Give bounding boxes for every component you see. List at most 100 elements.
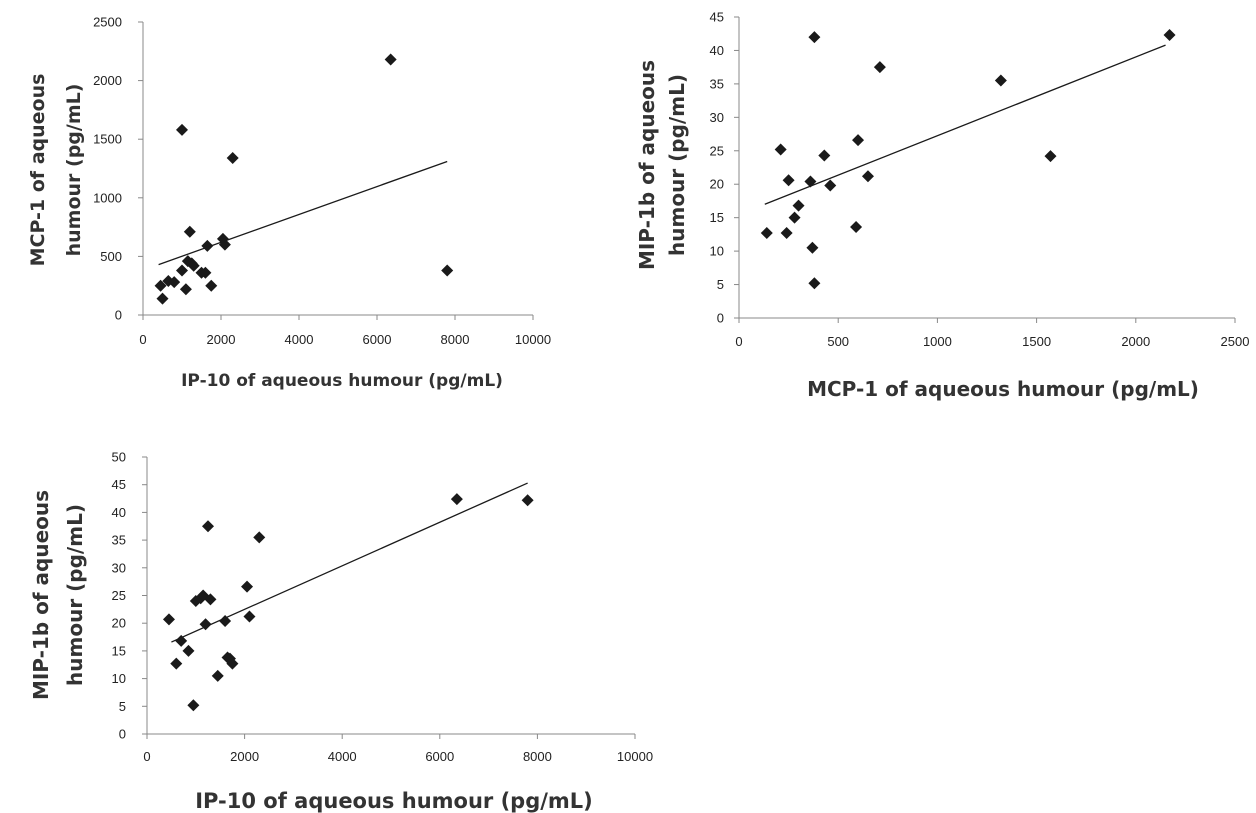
x-tick-label: 1500 [1022,334,1051,349]
data-point [205,279,218,292]
data-point [219,614,232,627]
data-point [788,211,801,224]
trend-line [158,160,448,266]
y-tick-label: 20 [112,616,126,631]
x-tick-label: 10000 [617,749,653,764]
data-point [176,264,188,277]
x-tick-label: 2500 [1221,334,1250,349]
data-point [199,266,212,279]
data-point [175,634,188,647]
data-point [852,134,865,147]
data-point [187,699,200,712]
data-point [253,531,266,544]
data-point [441,264,454,277]
y-tick-label: 20 [710,177,724,192]
data-point [774,143,787,156]
x-axis-title: MCP-1 of aqueous humour (pg/mL) [807,377,1199,401]
y-tick-label: 10 [112,671,126,686]
data-point [806,241,819,254]
y-axis-title: MIP-1b of aqueous [635,60,659,270]
x-tick-label: 8000 [441,332,470,347]
data-point [450,493,463,506]
x-tick-label: 2000 [230,749,259,764]
data-point [824,179,837,192]
data-point [202,520,214,533]
data-point [187,259,200,272]
x-tick-label: 4000 [328,749,357,764]
y-tick-label: 1000 [93,190,122,205]
data-point [804,175,817,188]
y-tick-label: 30 [112,560,126,575]
y-tick-label: 15 [710,210,724,225]
chart-1: 0 500 1000 1500 2000 2500 0 2000 4000 6000 8000 100… [27,15,551,392]
y-tick-label: 40 [710,43,724,58]
data-point [850,221,863,234]
data-point [760,227,773,240]
data-point [241,580,254,593]
data-point [154,279,167,292]
y-tick-label: 25 [710,143,724,158]
data-point [521,494,534,507]
y-tick-label: 0 [119,727,126,742]
data-point [243,610,256,623]
data-point [873,61,886,74]
y-tick-label: 35 [710,76,724,91]
chart-2: 0 5 10 15 20 25 30 35 40 45 0 500 1000 1500 2000 2500 MC… [635,10,1249,402]
y-tick-label: 0 [717,311,724,326]
x-tick-label: 4000 [285,332,314,347]
trend-line [171,482,528,643]
y-tick-label: 35 [112,533,126,548]
y-axis-title: MIP-1b of aqueous [29,490,53,700]
data-point [176,123,188,136]
x-tick-label: 6000 [363,332,392,347]
data-point [808,31,821,44]
y-tick-label: 30 [710,110,724,125]
data-point [211,669,224,682]
trend-line [764,44,1166,205]
x-tick-label: 0 [143,749,150,764]
y-tick-label: 2500 [93,15,122,30]
x-tick-label: 500 [827,334,849,349]
data-point [182,644,195,657]
y-tick-label: 500 [100,249,122,264]
y-axis-title: humour (pg/mL) [63,504,87,686]
data-point [183,225,196,238]
data-point [782,174,795,187]
y-tick-label: 5 [119,699,126,714]
y-tick-label: 50 [112,450,126,465]
y-tick-label: 10 [710,244,724,259]
y-tick-label: 40 [112,505,126,520]
data-point [218,238,231,251]
x-tick-label: 1000 [923,334,952,349]
y-tick-label: 45 [710,10,724,25]
data-point [204,593,217,606]
x-tick-label: 2000 [207,332,236,347]
data-point [168,276,181,289]
x-tick-label: 2000 [1121,334,1150,349]
x-tick-label: 8000 [523,749,552,764]
data-point [1044,150,1057,163]
data-point [162,613,175,626]
y-tick-label: 15 [112,643,126,658]
y-tick-label: 45 [112,477,126,492]
data-point [226,151,239,164]
data-point [226,657,239,670]
x-tick-label: 6000 [425,749,454,764]
y-axis-title: humour (pg/mL) [63,84,85,257]
x-axis-title: IP-10 of aqueous humour (pg/mL) [195,789,593,813]
data-point [808,277,821,290]
data-point [201,239,214,252]
chart-3: 0 5 10 15 20 25 30 35 40 45 50 0 2000 4000 6000 8000 100… [29,450,653,813]
y-tick-label: 1500 [93,132,122,147]
data-point [384,53,397,66]
data-point [780,227,793,240]
y-axis-title: humour (pg/mL) [665,74,689,256]
y-tick-label: 25 [112,588,126,603]
data-point [179,283,192,296]
x-tick-label: 10000 [515,332,551,347]
data-point [170,657,183,670]
data-point [994,74,1007,87]
data-point [199,618,212,631]
y-axis-title: MCP-1 of aqueous [27,74,49,267]
